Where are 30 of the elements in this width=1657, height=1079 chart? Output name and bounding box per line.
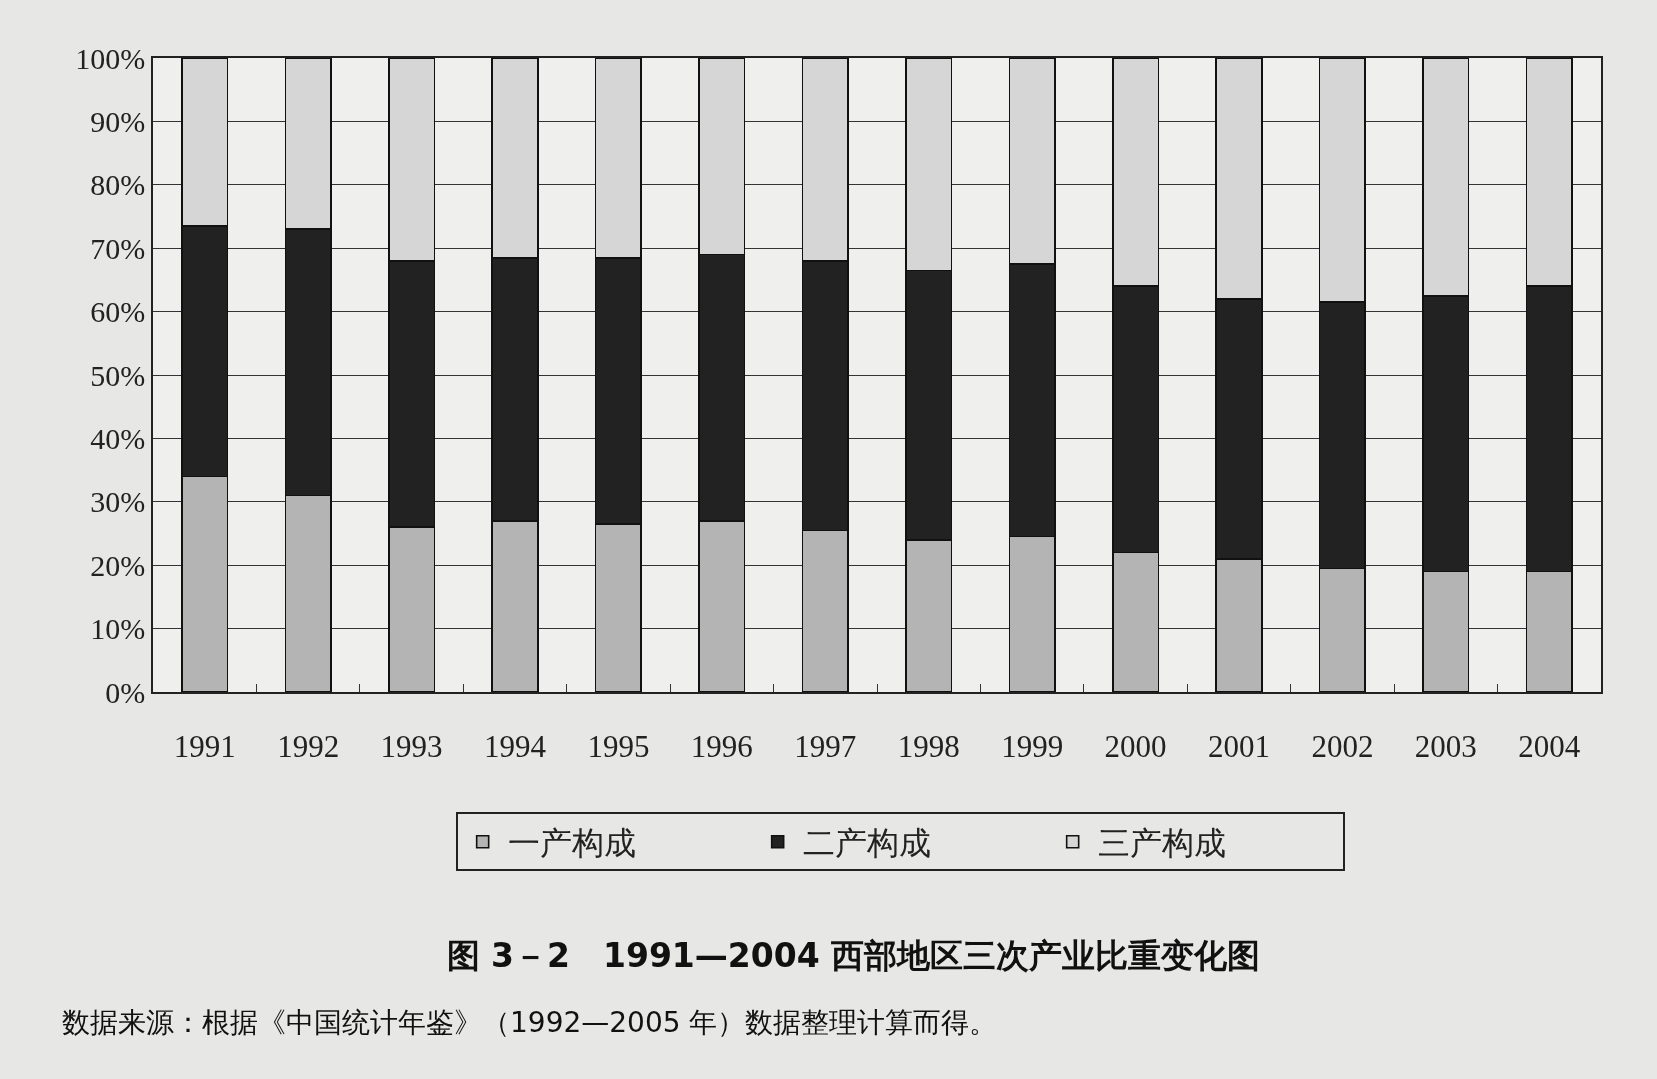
x-tick-label: 1992 (277, 728, 340, 764)
x-tick-label: 2000 (1104, 728, 1167, 764)
x-tick-label: 1996 (690, 728, 753, 764)
legend-label: 一产构成 (507, 824, 636, 863)
y-tick-label: 90% (90, 104, 146, 138)
y-tick-label: 10% (90, 612, 146, 646)
y-tick-label: 70% (90, 231, 146, 265)
y-tick-label: 80% (90, 168, 146, 202)
y-tick-label: 60% (90, 295, 146, 329)
y-tick-label: 100% (75, 41, 146, 75)
y-tick-label: 30% (90, 485, 146, 519)
x-tick-label: 2004 (1518, 728, 1581, 764)
x-tick-label: 1991 (173, 728, 236, 764)
y-tick-label: 0% (105, 675, 146, 709)
x-tick-label: 1997 (794, 728, 857, 764)
x-tick-label: 1994 (484, 728, 547, 764)
x-tick-label: 1998 (897, 728, 960, 764)
y-tick-label: 40% (90, 421, 146, 455)
legend-label: 二产构成 (802, 824, 931, 863)
x-tick-label: 1993 (380, 728, 443, 764)
source-note: 数据来源：根据《中国统计年鉴》（1992—2005 年）数据整理计算而得。 (62, 1006, 998, 1039)
text: 图 3－2 1991—2004 西部地区三次产业比重变化图 (446, 935, 1261, 975)
legend-label: 三产构成 (1097, 824, 1226, 863)
y-tick-label: 20% (90, 548, 146, 582)
x-tick-label: 2001 (1208, 728, 1270, 764)
x-tick-label: 2002 (1311, 728, 1374, 764)
x-tick-label: 2003 (1414, 728, 1477, 764)
x-tick-label: 1999 (1001, 728, 1064, 764)
y-tick-label: 50% (90, 358, 146, 392)
x-tick-label: 1995 (587, 728, 650, 764)
